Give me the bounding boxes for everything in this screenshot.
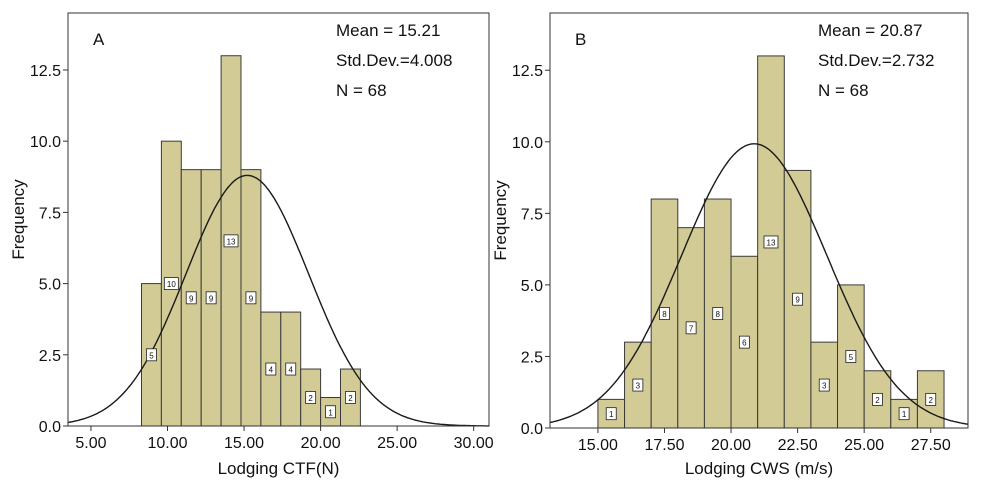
panel-b-bar-label-5: 8 [716,310,721,319]
panel-b-bar-label-11: 2 [875,396,880,405]
panel-a-bar-label-box-2 [163,277,179,290]
panel-b-bar-label-box-10 [845,350,857,363]
panel-b-stat-std-dev: Std.Dev.=2.732 [818,51,934,70]
panel-b-x-tick-label-3: 20.00 [711,437,751,454]
panel-b-normal-curve [549,143,969,425]
panel-a-y-tick-label-2: 2.5 [39,348,61,365]
panel-a-x-tick-label-3: 15.00 [224,435,264,452]
panel-b-y-tick-label-1: 0.0 [521,421,543,438]
panel-b-y-tick-label-4: 7.5 [521,206,543,223]
panel-a-bar-label-box-7 [265,362,277,376]
panel-a-x-tick-label-4: 20.00 [301,435,341,452]
panel-b-stat-n: N = 68 [818,81,869,100]
panel-b-panel-letter: B [575,30,586,49]
panel-a-bar-label-box-4 [205,291,217,305]
panel-a-stat-n: N = 68 [336,81,387,100]
panel-b-bar-label-12: 1 [902,410,907,419]
panel-b-bar-label-box-5 [712,307,724,320]
panel-a-bar-label-11: 2 [348,394,353,403]
panel-a-bar-label-2: 10 [167,280,176,289]
panel-a-y-tick-label-5: 10.0 [30,134,61,151]
panel-b-x-tick-label-2: 17.50 [644,437,684,454]
panel-b-bar-label-2: 3 [636,382,641,391]
panel-a-y-tick-label-4: 7.5 [39,205,61,222]
panel-a-bar-label-9: 2 [308,394,313,403]
panel-b-bar-label-9: 3 [822,382,827,391]
panel-a-bar-label-box-8 [285,362,297,376]
panel-a-stat-std-dev: Std.Dev.=4.008 [336,51,452,70]
panel-b-bar-label-box-6 [738,335,750,349]
panel-a-x-tick-label-6: 30.00 [454,435,494,452]
panel-b-y-axis-label: Frequency [491,180,510,261]
panel-b-frame [549,12,969,429]
panel-a-bar-label-box-11 [345,391,356,404]
panel-b-y-tick-label-5: 10.0 [512,135,543,152]
panel-a-panel-letter: A [93,30,105,49]
panel-b-bar-label-box-12 [898,407,910,421]
panel-a-bar-label-box-9 [305,391,317,404]
panel-a-y-tick-label-3: 5.0 [39,277,61,294]
panel-a-bar-label-box-1 [146,348,157,362]
panel-b-y-tick-label-3: 5.0 [521,278,543,295]
panel-b-x-tick-label-4: 22.50 [778,437,818,454]
panel-a-y-axis-label: Frequency [9,179,28,260]
panel-a-bar-label-box-5 [223,234,239,248]
panel-b-bar-label-box-4 [685,321,697,335]
panel-b-stat-mean: Mean = 20.87 [818,21,922,40]
panel-b-bar-label-box-2 [632,378,644,392]
panel-b-bar-label-10: 5 [849,353,854,362]
panel-a-bar-label-5: 13 [227,237,236,246]
panel-b-y-tick-label-2: 2.5 [521,349,543,366]
panel-b-bar-label-box-1 [605,407,617,421]
panel-b-bar-label-box-8 [792,292,804,306]
panel-a-x-tick-label-5: 25.00 [377,435,417,452]
panel-a-x-axis-label: Lodging CTF(N) [218,459,340,478]
panel-a-bar-label-box-6 [245,291,257,305]
panel-a-y-tick-label-6: 12.5 [30,63,61,80]
panel-b-bar-label-13: 2 [928,396,933,405]
panel-b-bar-label-6: 6 [742,339,747,348]
panel-b-y-tick-label-6: 12.5 [512,63,543,80]
panel-a-stat-mean: Mean = 15.21 [336,21,440,40]
panel-b-x-tick-label-6: 27.50 [911,437,951,454]
panel-a-y-tick-label-1: 0.0 [39,419,61,436]
panel-b-bar-label-4: 7 [689,324,694,333]
panel-a-bar-label-8: 4 [289,366,294,375]
panel-b-x-axis-label: Lodging CWS (m/s) [685,459,833,478]
panel-b-bar-label-box-9 [818,378,830,392]
panel-b-x-tick-label-1: 15.00 [578,437,618,454]
panel-b-bar-label-8: 9 [795,296,800,305]
panel-b-bar-label-box-11 [872,392,883,406]
panel-a-x-tick-label-1: 5.00 [75,435,106,452]
panel-a-bar-label-1: 5 [149,351,154,360]
panel-a-frame [67,12,490,427]
panel-b-bar-label-box-3 [659,307,670,320]
panel-a-bar-label-box-10 [325,405,336,419]
panel-b-bar-label-7: 13 [767,238,776,247]
panel-a-bar-label-4: 9 [209,294,214,303]
panel-b-bar-label-box-13 [925,392,937,406]
panel-b-x-tick-label-5: 25.00 [844,437,884,454]
panel-a-bar-label-7: 4 [269,366,274,375]
panel-a-x-tick-label-2: 10.00 [147,435,187,452]
panel-b-bar-label-3: 8 [662,310,667,319]
panel-a-bar-label-10: 1 [328,408,333,417]
panel-a-bar-label-3: 9 [189,294,194,303]
panel-a-normal-curve [67,174,489,427]
panel-a-bar-label-6: 9 [249,294,254,303]
panel-b-bar-label-box-7 [763,235,779,249]
panel-b-bar-label-1: 1 [609,410,614,419]
panel-a-bar-label-box-3 [185,291,197,305]
